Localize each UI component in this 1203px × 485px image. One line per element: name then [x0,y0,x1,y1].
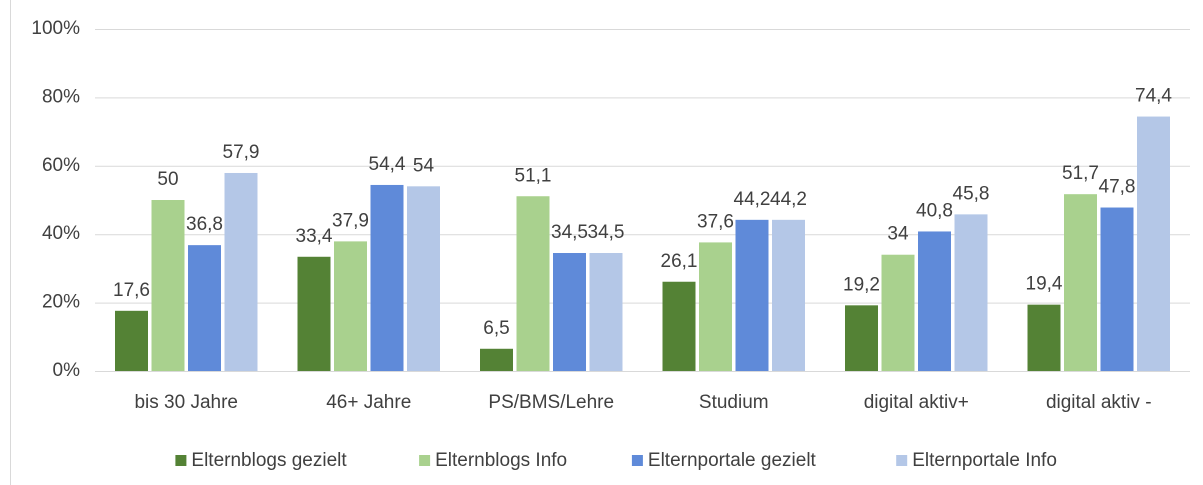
data-label: 17,6 [113,280,150,301]
bar [553,253,586,371]
data-label: 54 [413,155,435,176]
x-tick-label: 46+ Jahre [326,392,411,413]
bar [297,256,331,371]
data-label: 44,2 [734,189,771,210]
bar [1137,116,1170,371]
bar [1100,207,1134,371]
legend-label: Elternblogs Info [435,450,567,471]
y-tick-label: 20% [42,292,80,313]
data-label: 34,5 [551,222,588,243]
data-label: 26,1 [661,251,698,272]
bar [516,196,550,371]
data-label: 47,8 [1099,177,1136,198]
data-label: 50 [157,169,178,190]
data-label: 19,4 [1026,274,1063,295]
bar [151,200,185,371]
data-label: 51,1 [515,165,552,186]
bar [334,241,367,371]
bar [699,242,732,371]
legend-swatch [419,455,431,466]
bar [480,348,513,371]
data-label: 36,8 [186,214,223,235]
data-label: 51,7 [1062,163,1099,184]
y-tick-label: 80% [42,86,80,107]
data-label: 6,5 [483,318,509,339]
data-label: 37,9 [332,210,369,231]
x-tick-label: digital aktiv+ [864,392,969,413]
data-label: 34 [887,224,909,245]
data-label: 37,6 [697,211,734,232]
legend-label: Elternportale gezielt [648,450,817,471]
bar [589,253,623,371]
bar [188,245,221,371]
y-tick-label: 0% [53,360,81,381]
y-tick-label: 40% [42,223,80,244]
x-tick-label: PS/BMS/Lehre [488,392,614,413]
legend-swatch [175,455,187,466]
data-label: 74,4 [1135,86,1172,107]
legend-label: Elternblogs gezielt [191,450,347,471]
bar [918,231,951,371]
bar [1064,194,1097,371]
data-label: 19,2 [843,274,880,295]
bar [735,219,769,371]
x-tick-label: bis 30 Jahre [134,392,238,413]
bar [772,219,805,371]
bar [1027,304,1061,371]
data-label: 57,9 [223,142,260,163]
legend-label: Elternportale Info [912,450,1057,471]
data-label: 34,5 [588,222,625,243]
y-tick-label: 60% [42,155,80,176]
bar [115,310,148,371]
x-tick-label: digital aktiv - [1046,392,1152,413]
bar [881,254,915,371]
data-label: 44,2 [770,189,807,210]
bar [370,184,404,371]
bar [407,186,440,371]
legend-swatch [896,455,908,466]
bar [954,214,988,371]
data-label: 33,4 [296,226,333,247]
x-tick-label: Studium [699,392,769,413]
bar [224,172,258,371]
data-label: 54,4 [369,154,406,175]
legend-swatch [631,455,643,466]
bar [662,281,696,371]
data-label: 45,8 [953,183,990,204]
bar [845,305,878,371]
y-tick-label: 100% [31,18,80,39]
data-label: 40,8 [916,200,953,221]
